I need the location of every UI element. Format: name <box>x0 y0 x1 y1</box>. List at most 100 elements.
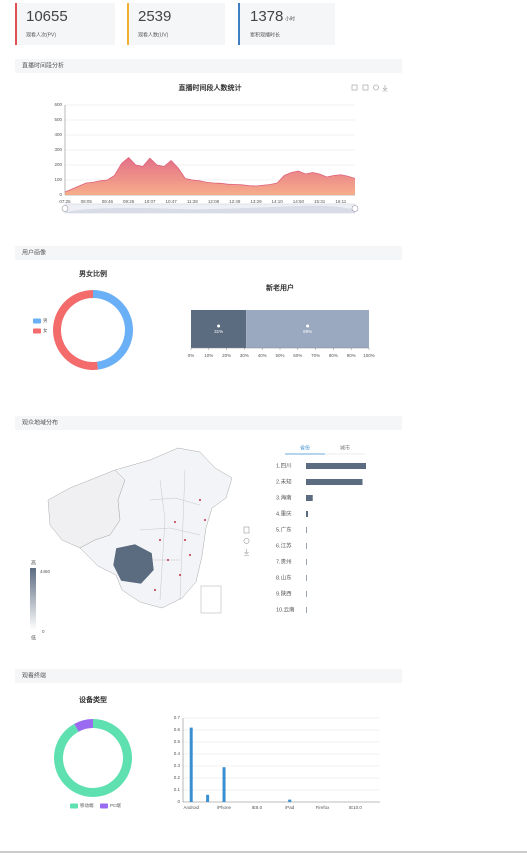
segment-icon <box>217 324 221 328</box>
bar <box>306 463 366 469</box>
section-title: 用户画像 <box>22 249 46 257</box>
section-title: 直播时间段分析 <box>22 62 64 70</box>
x-tick-label: 20% <box>222 353 231 358</box>
x-tick-label: 13:29 <box>250 199 262 204</box>
x-tick-label: Firefox <box>316 805 331 810</box>
bar <box>306 607 307 613</box>
donut-slice <box>74 719 93 732</box>
x-tick-label: 14:10 <box>272 199 284 204</box>
stat-unit: 小时 <box>285 15 295 22</box>
x-tick-label: 30% <box>240 353 249 358</box>
section-title: 观众地域分布 <box>22 419 58 427</box>
stat-value: 1378 <box>250 8 283 25</box>
bar <box>306 527 307 533</box>
bar-segment <box>246 310 369 348</box>
y-tick-label: 0.7 <box>174 715 181 720</box>
value-label: 31% <box>214 329 223 334</box>
x-tick-label: 14:50 <box>293 199 305 204</box>
rank-label: 4.重庆 <box>276 509 292 517</box>
legend-swatch <box>70 803 78 809</box>
bar <box>306 591 307 597</box>
south-sea-box <box>200 585 222 614</box>
zoom-handle[interactable] <box>351 205 359 212</box>
chart-title: 设备类型 <box>79 695 107 704</box>
rank-label: 3.海南 <box>276 493 292 501</box>
visual-map <box>30 568 36 630</box>
x-tick-label: 11:28 <box>187 199 198 204</box>
bar <box>306 495 313 501</box>
tab[interactable]: 城市 <box>340 444 350 451</box>
stat-card <box>127 3 225 45</box>
bar <box>222 767 226 802</box>
toolbox[interactable] <box>351 84 388 92</box>
bar <box>288 799 292 802</box>
y-tick-label: 500 <box>54 117 62 122</box>
y-tick-label: 400 <box>54 132 62 137</box>
tab[interactable]: 省份 <box>300 444 310 451</box>
stat-card <box>15 3 115 45</box>
donut-slice <box>54 719 133 797</box>
x-tick-label: 90% <box>347 353 356 358</box>
map-toolbox[interactable] <box>243 526 250 556</box>
legend-label: 女 <box>43 327 48 334</box>
section-header <box>15 416 402 430</box>
visual-map-min: 0 <box>42 629 45 634</box>
x-tick-label: 10% <box>204 353 213 358</box>
y-tick-label: 0.6 <box>174 727 181 732</box>
x-tick-label: iPad <box>285 805 295 810</box>
bar <box>206 794 210 802</box>
line <box>64 156 356 193</box>
x-tick-label: 100% <box>363 353 375 358</box>
stat-card <box>238 3 335 45</box>
x-tick-label: 12:49 <box>229 199 241 204</box>
x-tick-label: 60% <box>293 353 302 358</box>
x-tick-label: IE10.0 <box>349 805 363 810</box>
chart-title: 直播时间段人数统计 <box>179 83 242 92</box>
x-tick-label: 0% <box>188 353 195 358</box>
y-tick-label: 0.2 <box>174 775 181 780</box>
bar <box>189 727 193 802</box>
x-tick-label: 09:26 <box>123 199 135 204</box>
x-tick-label: 50% <box>275 353 284 358</box>
chart-title: 新老用户 <box>266 283 294 292</box>
data-zoom-shadow <box>65 205 355 213</box>
section-title: 观看终端 <box>22 672 46 680</box>
rank-label: 2.未知 <box>276 477 292 485</box>
x-tick-label: 10:47 <box>165 199 177 204</box>
y-tick-label: 0.5 <box>174 739 181 744</box>
rank-label: 7.贵州 <box>276 557 292 565</box>
y-tick-label: 200 <box>54 162 62 167</box>
y-tick-label: 100 <box>54 177 62 182</box>
donut-slice <box>53 290 99 370</box>
x-tick-label: iPhone <box>217 805 232 810</box>
stat-label: 观看人次(PV) <box>26 31 56 38</box>
rank-label: 10.云南 <box>276 605 295 613</box>
y-tick-label: 600 <box>54 102 62 107</box>
x-tick-label: 70% <box>311 353 320 358</box>
x-tick-label: 07:25 <box>59 199 71 204</box>
zoom-handle[interactable] <box>61 205 69 212</box>
legend-swatch <box>33 318 41 324</box>
section-header <box>15 669 402 683</box>
x-tick-label: 08:05 <box>81 199 93 204</box>
rank-label: 9.陕西 <box>276 589 292 597</box>
legend-swatch <box>33 328 41 334</box>
bar-segment <box>191 310 247 348</box>
segment-icon <box>306 324 310 328</box>
bar <box>306 575 307 581</box>
x-tick-label: 40% <box>258 353 267 358</box>
rank-label: 5.广东 <box>276 525 292 533</box>
y-tick-label: 0.1 <box>174 787 181 792</box>
donut-slice <box>93 290 134 370</box>
x-tick-label: 80% <box>329 353 338 358</box>
legend-label: 男 <box>43 318 48 324</box>
stat-label: 观看人数(UV) <box>138 31 169 38</box>
x-tick-label: Android <box>183 805 199 810</box>
bar <box>306 479 363 485</box>
stat-label: 累积观播时长 <box>250 31 280 38</box>
stat-accent <box>15 3 17 45</box>
map-borders <box>139 469 201 601</box>
x-tick-label: 16:11 <box>335 199 346 204</box>
x-tick-label: 08:46 <box>102 199 114 204</box>
